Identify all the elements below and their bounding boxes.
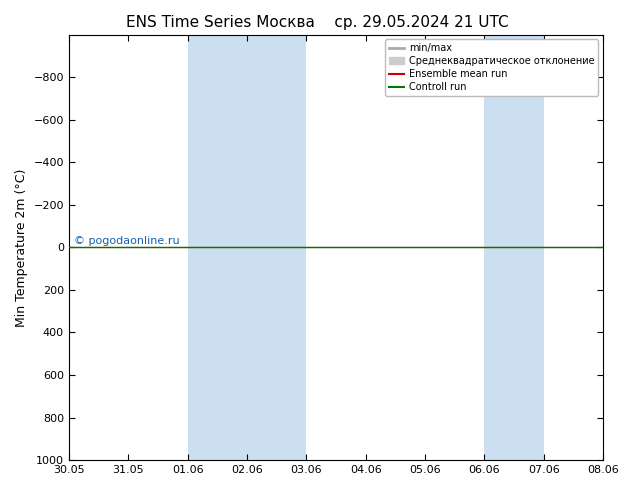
- Bar: [484, 35, 544, 460]
- Y-axis label: Min Temperature 2m (°C): Min Temperature 2m (°C): [15, 168, 28, 326]
- Text: © pogodaonline.ru: © pogodaonline.ru: [74, 236, 180, 246]
- Legend: min/max, Среднеквадратическое отклонение, Ensemble mean run, Controll run: min/max, Среднеквадратическое отклонение…: [385, 40, 598, 96]
- Text: ENS Time Series Москва    ср. 29.05.2024 21 UTC: ENS Time Series Москва ср. 29.05.2024 21…: [126, 15, 508, 30]
- Bar: [188, 35, 306, 460]
